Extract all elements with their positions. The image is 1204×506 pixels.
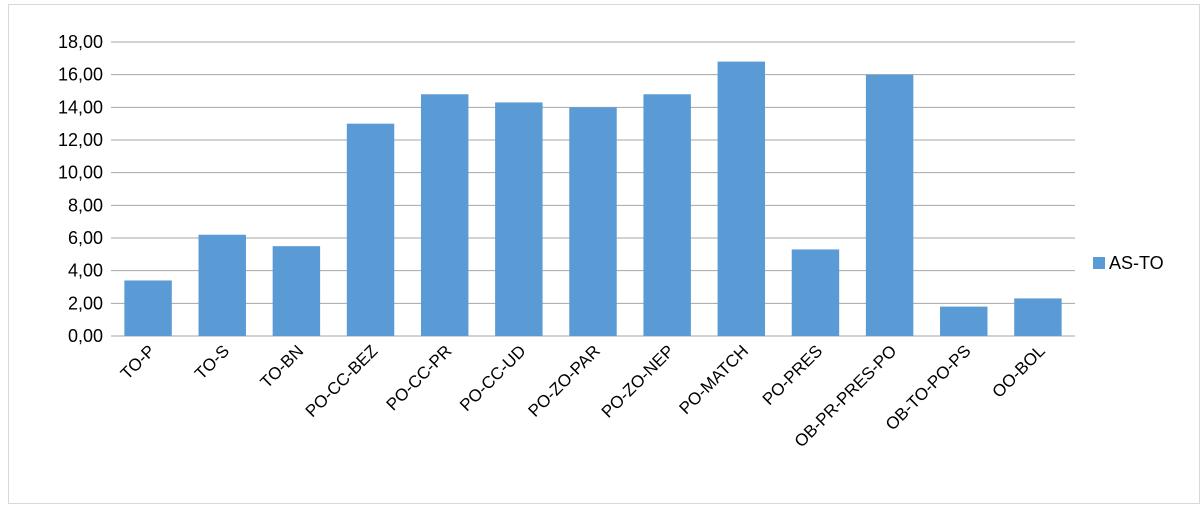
legend: AS-TO [1093,253,1164,273]
x-tick-label: PO-CC-PR [383,341,456,414]
x-tick-label: TO-BN [257,341,308,392]
bar [495,102,543,336]
y-tick-label: 4,00 [68,261,103,281]
bar [272,246,321,336]
bar [791,249,840,336]
bar [569,107,617,336]
y-tick-label: 6,00 [68,228,103,248]
y-tick-label: 10,00 [58,163,103,183]
y-tick-label: 0,00 [68,326,103,346]
bars [124,61,1062,337]
bar [643,94,691,337]
x-tick-label: PO-CC-UD [456,341,530,415]
x-tick-label: PO-CC-BEZ [302,341,382,421]
x-tick-label: PO-PRES [759,341,827,409]
bar-chart: 0,00 2,00 4,00 6,00 8,00 10,00 12,00 14,00 16,00… [58,32,1164,451]
x-tick-label: PO-MATCH [675,341,752,418]
bar [717,61,766,336]
x-tick-label: TO-S [191,341,233,383]
bar [124,280,172,336]
bar [940,306,988,336]
y-tick-label: 8,00 [68,195,103,215]
bar [865,74,914,337]
y-tick-label: 14,00 [58,97,103,117]
bar [420,94,469,337]
legend-swatch [1093,257,1105,269]
y-tick-label: 12,00 [58,130,103,150]
chart-area: 0,00 2,00 4,00 6,00 8,00 10,00 12,00 14,00 16,00… [8,4,1200,504]
bar [346,123,395,337]
y-tick-label: 16,00 [58,65,103,85]
x-tick-label: PO-ZO-PAR [524,341,603,420]
x-tick-label: OO-BOL [989,341,1049,401]
y-tick-label: 18,00 [58,32,103,52]
y-axis-tick-labels: 0,00 2,00 4,00 6,00 8,00 10,00 12,00 14,00 16,00… [58,32,103,346]
x-tick-label: PO-ZO-NEP [598,341,678,421]
bar [198,234,246,336]
y-tick-label: 2,00 [68,293,103,313]
legend-label: AS-TO [1109,253,1164,273]
x-tick-label: TO-P [117,341,159,383]
bar [1014,298,1062,336]
